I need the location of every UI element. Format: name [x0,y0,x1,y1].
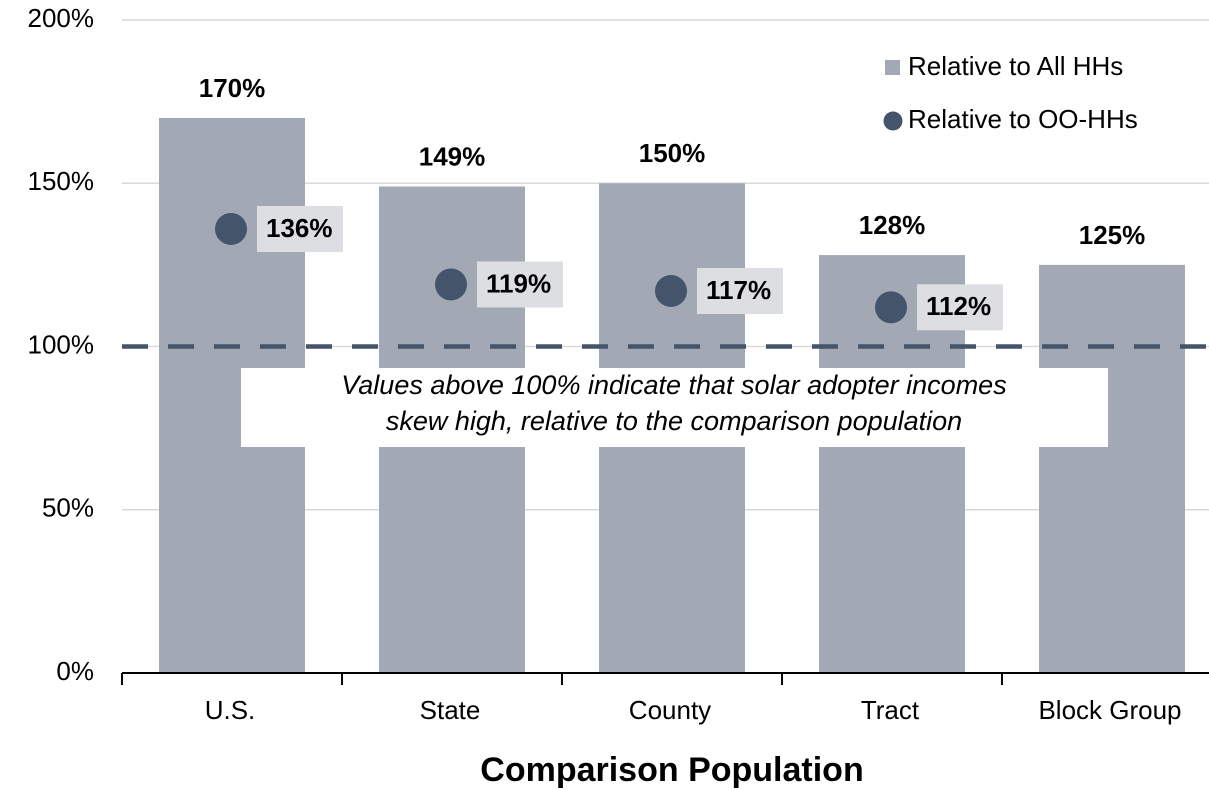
dot-value-label: 136% [266,213,333,243]
annotation-text: Values above 100% indicate that solar ad… [341,370,1006,400]
bar-value-label: 128% [859,210,926,240]
bar-value-label: 150% [639,138,706,168]
annotation-text: skew high, relative to the comparison po… [386,406,962,436]
dot [655,274,687,307]
bar-value-label: 170% [199,73,266,103]
dot-label-box [257,205,343,252]
y-tick-label: 50% [42,493,94,523]
legend-swatch [883,111,903,131]
y-tick-label: 100% [28,329,95,359]
annotation-box [241,368,1108,447]
dot [875,291,907,324]
dot-value-label: 119% [486,268,551,298]
bar [1039,264,1185,673]
bar-value-label: 149% [419,141,486,171]
dot-value-label: 117% [706,275,771,305]
legend-label: Relative to OO-HHs [908,104,1138,134]
dot-value-label: 112% [926,291,991,321]
y-tick-label: 200% [28,3,95,33]
x-tick-label: State [420,695,481,725]
x-axis-title: Comparison Population [480,751,863,789]
x-tick-label: Block Group [1038,695,1181,725]
y-tick-label: 0% [56,656,94,686]
x-tick-label: Tract [861,695,920,725]
legend-label: Relative to All HHs [908,51,1123,81]
legend-swatch [885,60,900,75]
bar-value-label: 125% [1079,220,1146,250]
x-tick-label: U.S. [205,695,256,725]
x-tick-label: County [629,695,711,725]
dot [435,268,467,301]
dot [215,212,247,245]
y-tick-label: 150% [28,166,95,196]
dot-label-box [917,284,1003,331]
dot-label-box [477,261,563,308]
dot-label-box [697,267,783,314]
